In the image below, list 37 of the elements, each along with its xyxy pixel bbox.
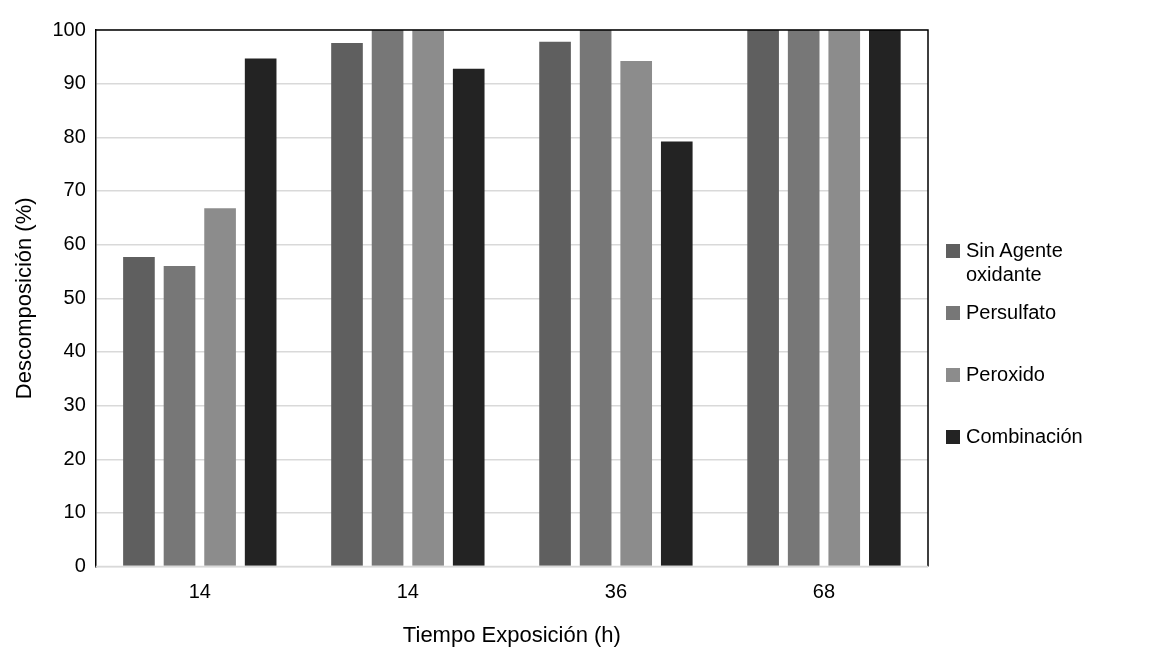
bar — [828, 30, 861, 566]
legend-label: Combinación — [966, 424, 1084, 448]
y-axis-title: Descomposición (%) — [11, 197, 37, 400]
bar — [869, 30, 901, 566]
legend-label: Peroxido — [966, 362, 1046, 386]
bar — [787, 30, 820, 566]
y-tick-label: 70 — [63, 178, 86, 201]
bar — [371, 30, 404, 566]
y-tick-label: 100 — [52, 17, 86, 40]
bar — [412, 30, 444, 566]
bar — [620, 61, 653, 566]
y-tick-label: 0 — [74, 554, 86, 577]
bar — [244, 58, 277, 566]
x-tick-label: 14 — [188, 580, 211, 603]
y-tick-label: 80 — [63, 124, 86, 147]
bar — [331, 42, 363, 566]
y-tick-label: 20 — [63, 446, 86, 469]
y-tick-label: 90 — [63, 71, 86, 94]
bar — [123, 256, 155, 566]
legend-label: Sin Agente oxidante — [966, 238, 1064, 286]
legend-label: Persulfato — [966, 300, 1058, 324]
x-tick-label: 14 — [396, 580, 419, 603]
y-tick-label: 50 — [63, 285, 86, 308]
y-tick-label: 10 — [63, 500, 86, 523]
y-tick-label: 30 — [63, 393, 86, 416]
y-tick-label: 40 — [63, 339, 86, 362]
x-axis-title: Tiempo Exposición (h) — [402, 621, 621, 647]
bar — [539, 41, 571, 566]
bar — [579, 30, 612, 566]
x-tick-label: 68 — [812, 580, 836, 603]
x-tick-label: 36 — [604, 580, 628, 603]
bar — [452, 68, 485, 566]
y-tick-label: 60 — [63, 232, 86, 255]
bar — [163, 266, 196, 566]
bar — [747, 30, 779, 566]
bar — [660, 141, 693, 566]
bar — [204, 208, 236, 566]
